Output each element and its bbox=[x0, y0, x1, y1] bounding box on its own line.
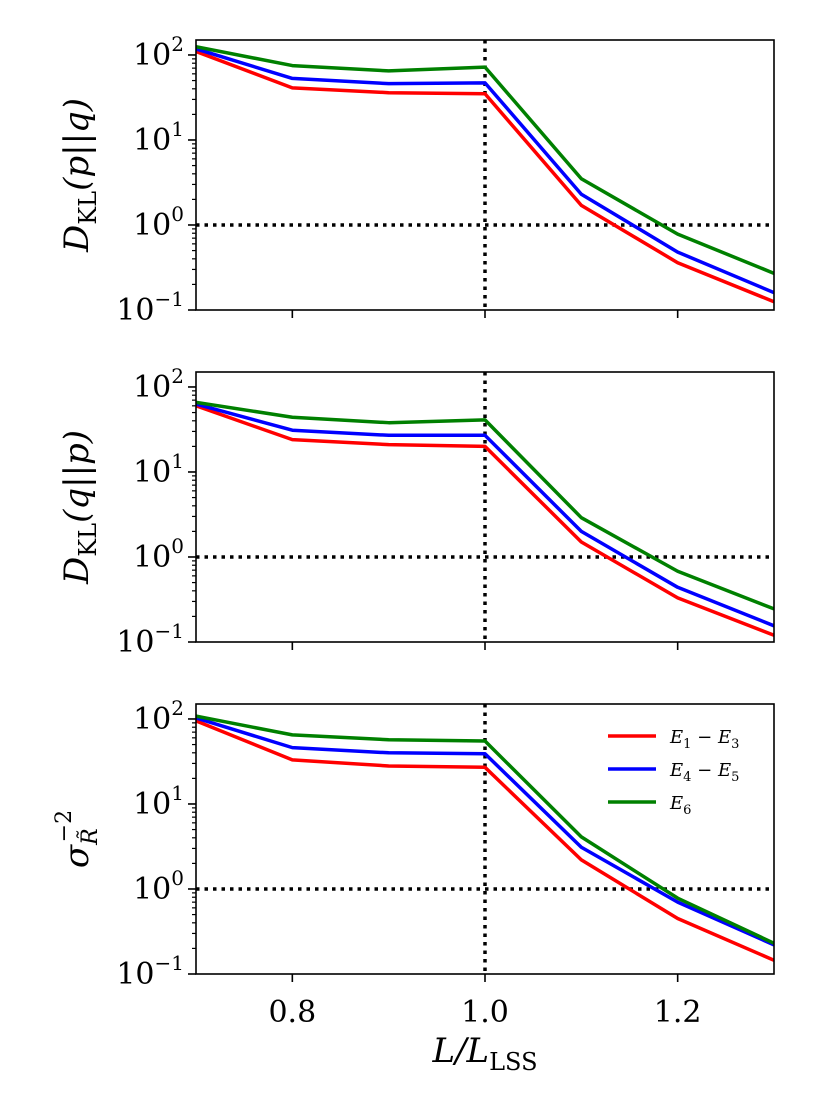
series-line-e1e3 bbox=[196, 404, 774, 637]
legend: E1 − E3 E4 − E5 E6 bbox=[608, 727, 739, 818]
plot-frame bbox=[195, 39, 775, 311]
x-axis-label: L/LLSS bbox=[431, 1031, 537, 1076]
series-line-e4e5 bbox=[196, 47, 774, 295]
panels: 10−1 100 101 102 DKL(p||q) 10−1 100 101 102 DKL(q… bbox=[52, 32, 775, 1030]
series-group bbox=[196, 714, 774, 962]
panel-bottom: 10−1 100 101 102 0.8 1.0 1.2 σR̃−2 E1 − E3 E4 − E… bbox=[52, 696, 775, 1030]
y-tick-label: 101 bbox=[133, 449, 184, 490]
legend-label: E1 − E3 bbox=[669, 727, 739, 752]
y-tick-label: 102 bbox=[133, 364, 184, 405]
series-line-e4e5 bbox=[196, 716, 774, 947]
plot-frame bbox=[195, 703, 775, 975]
panel-top: 10−1 100 101 102 DKL(p||q) bbox=[57, 32, 775, 328]
series-group bbox=[196, 45, 774, 304]
series-line-e6 bbox=[196, 714, 774, 945]
plot-frame bbox=[195, 371, 775, 643]
y-tick-label: 101 bbox=[133, 117, 184, 158]
series-line-e6 bbox=[196, 45, 774, 275]
y-tick-label: 102 bbox=[133, 32, 184, 73]
x-tick-label: 1.0 bbox=[461, 995, 509, 1030]
legend-label: E6 bbox=[669, 793, 691, 818]
y-axis-label: DKL(q||p) bbox=[57, 430, 102, 585]
y-tick-label: 102 bbox=[133, 696, 184, 737]
y-axis-label: DKL(p||q) bbox=[57, 98, 102, 253]
y-tick-label: 101 bbox=[133, 781, 184, 822]
y-tick-label: 100 bbox=[133, 202, 184, 243]
series-line-e1e3 bbox=[196, 49, 774, 304]
series-line-e1e3 bbox=[196, 719, 774, 962]
y-tick-label: 100 bbox=[133, 866, 184, 907]
x-tick-label: 0.8 bbox=[268, 995, 316, 1030]
x-tick-label: 1.2 bbox=[654, 995, 702, 1030]
series-group bbox=[196, 400, 774, 637]
series-line-e4e5 bbox=[196, 402, 774, 628]
y-tick-label: 10−1 bbox=[116, 951, 184, 992]
panel-middle: 10−1 100 101 102 DKL(q||p) bbox=[57, 364, 775, 660]
y-axis-label: σR̃−2 bbox=[52, 810, 103, 868]
y-tick-label: 100 bbox=[133, 534, 184, 575]
y-tick-label: 10−1 bbox=[116, 287, 184, 328]
series-line-e6 bbox=[196, 400, 774, 611]
y-tick-label: 10−1 bbox=[116, 619, 184, 660]
legend-label: E4 − E5 bbox=[669, 760, 739, 785]
x-axis-label-text: L/LLSS bbox=[431, 1031, 537, 1076]
